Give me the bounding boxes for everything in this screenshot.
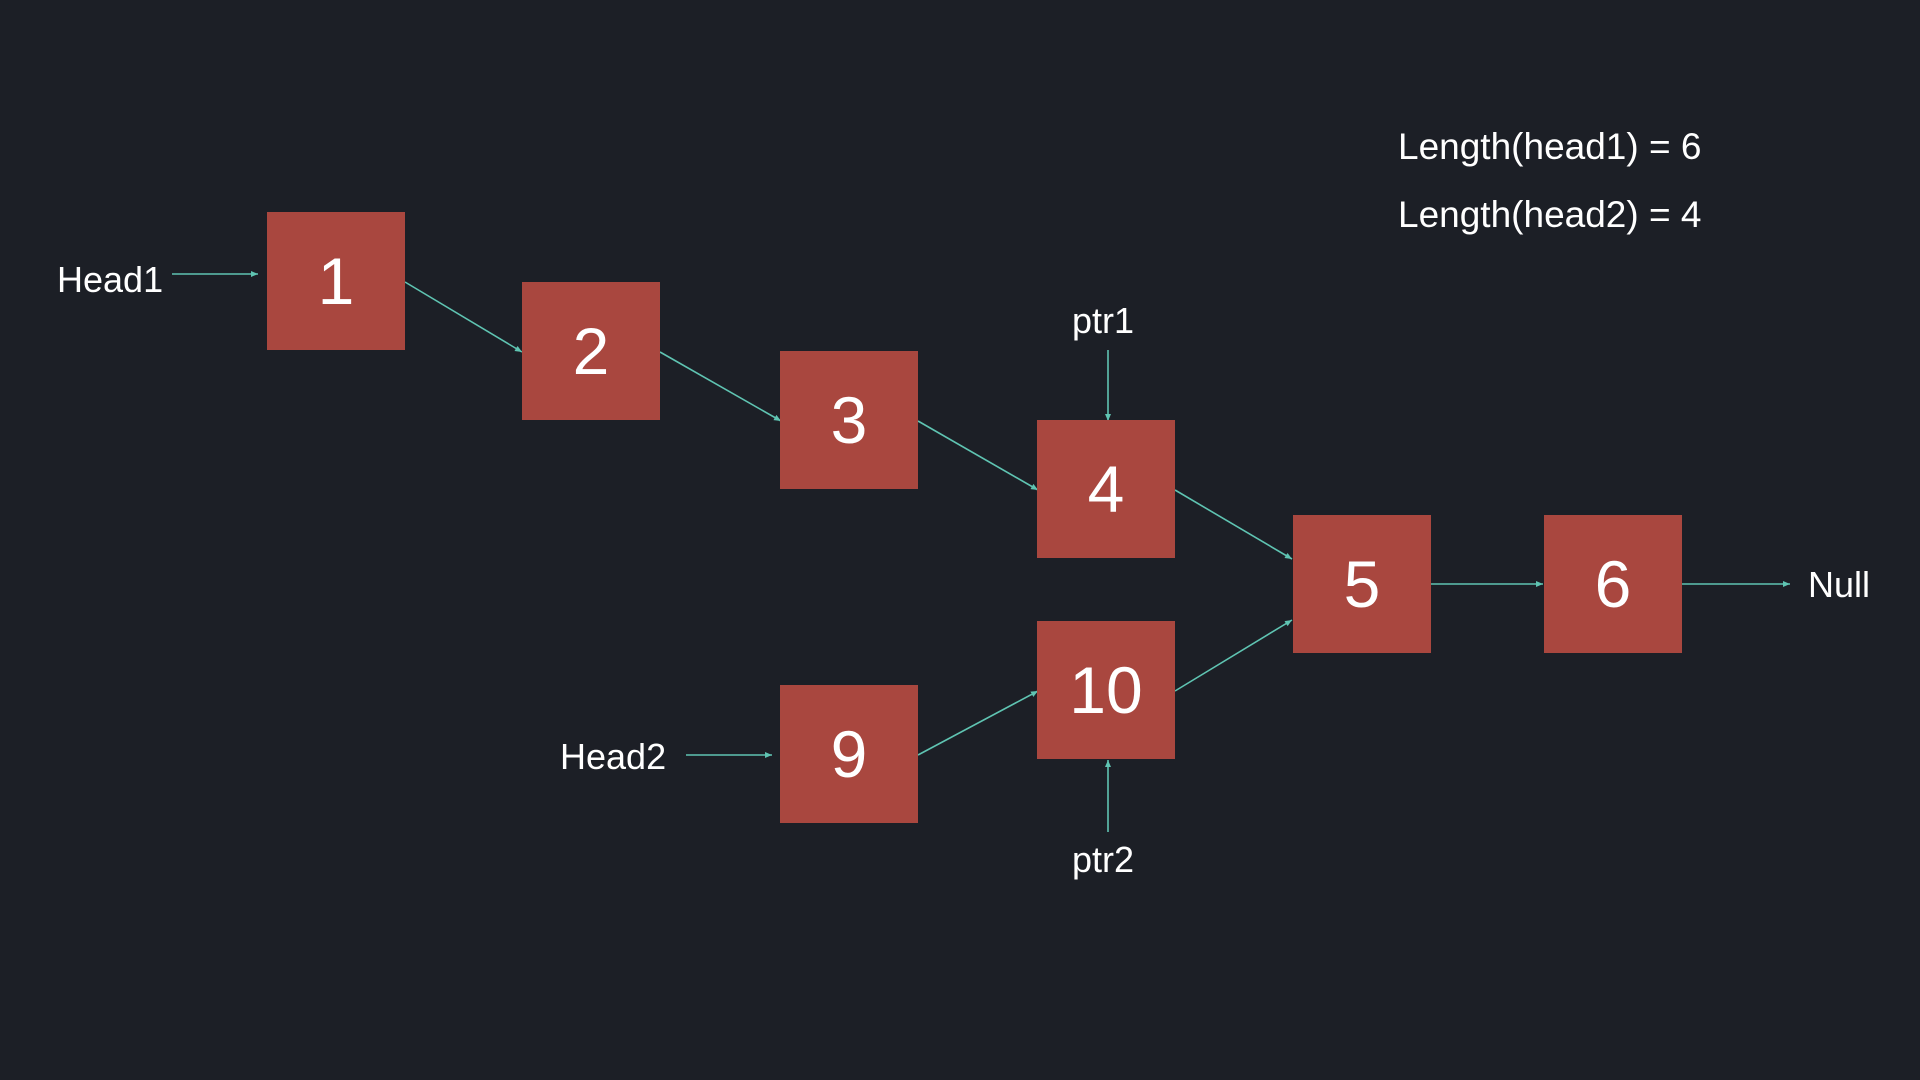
node-value: 2 xyxy=(572,314,610,388)
node-value: 4 xyxy=(1087,452,1125,526)
node-value: 9 xyxy=(830,717,868,791)
arrow-3-to-4 xyxy=(917,420,1039,491)
head1-label: Head1 xyxy=(57,259,164,300)
ptr2-label: ptr2 xyxy=(1072,839,1135,880)
ptr1-label: ptr1 xyxy=(1072,300,1135,341)
node-value: 6 xyxy=(1594,547,1632,621)
length-head2-text: Length(head2) = 4 xyxy=(1398,194,1702,235)
list-node-6: 6 xyxy=(1544,515,1682,653)
node-value: 5 xyxy=(1343,547,1381,621)
arrow-10-to-5 xyxy=(1174,619,1293,692)
arrow-9-to-10 xyxy=(917,690,1039,756)
list-node-9: 9 xyxy=(780,685,918,823)
head2-label: Head2 xyxy=(560,736,667,777)
list-node-3: 3 xyxy=(780,351,918,489)
length-head1-text: Length(head1) = 6 xyxy=(1398,126,1702,167)
node-value: 3 xyxy=(830,383,868,457)
arrow-1-to-2 xyxy=(404,281,523,353)
list-node-5: 5 xyxy=(1293,515,1431,653)
node-value: 1 xyxy=(317,244,355,318)
null-label: Null xyxy=(1808,564,1871,605)
list-node-2: 2 xyxy=(522,282,660,420)
arrow-4-to-5 xyxy=(1174,489,1293,560)
list-node-10: 10 xyxy=(1037,621,1175,759)
arrow-2-to-3 xyxy=(659,351,782,422)
list-node-4: 4 xyxy=(1037,420,1175,558)
list-node-1: 1 xyxy=(267,212,405,350)
node-value: 10 xyxy=(1069,653,1143,727)
